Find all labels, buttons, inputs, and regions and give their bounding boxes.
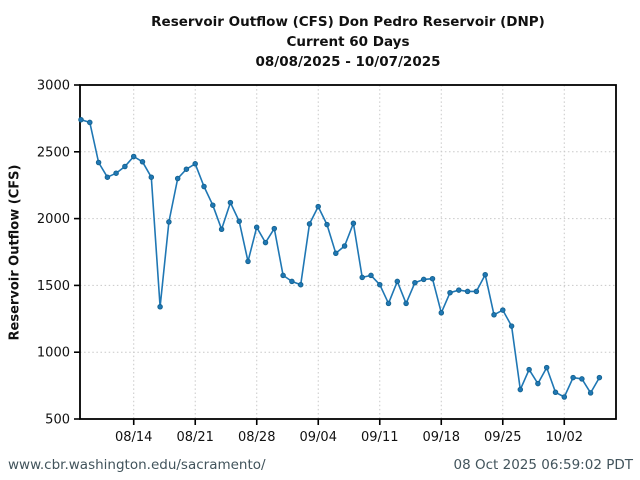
y-tick-label: 500 [45, 413, 70, 428]
data-point-marker [464, 288, 471, 295]
chart-title: Reservoir Outflow (CFS) Don Pedro Reserv… [80, 12, 616, 72]
data-point-marker [262, 239, 269, 246]
x-tick-label: 09/25 [484, 430, 521, 445]
footer-bar: www.cbr.washington.edu/sacramento/ 08 Oc… [0, 450, 640, 480]
data-point-marker [368, 272, 374, 279]
data-point-marker [113, 170, 119, 176]
data-point-marker [245, 258, 251, 265]
data-point-marker [561, 394, 568, 400]
data-point-marker [394, 278, 401, 285]
data-point-marker [385, 300, 392, 307]
data-point-marker [517, 386, 524, 393]
data-point-marker [166, 219, 172, 225]
data-point-marker [570, 374, 576, 381]
data-point-marker [174, 175, 181, 182]
data-point-marker [482, 271, 488, 278]
data-point-marker [438, 310, 445, 316]
data-point-marker [130, 153, 137, 160]
data-point-marker [412, 279, 418, 286]
data-point-marker [122, 163, 128, 170]
x-tick-label: 08/28 [238, 430, 275, 445]
data-point-marker [236, 218, 242, 225]
data-point-marker [271, 225, 278, 232]
data-point-marker [508, 323, 515, 329]
data-point-marker [341, 243, 348, 249]
data-point-marker [95, 159, 102, 166]
data-point-marker [148, 174, 155, 180]
data-point-marker [104, 174, 111, 180]
data-point-marker [306, 221, 313, 227]
chart-title-line2: Current 60 Days [286, 34, 410, 50]
x-tick-label: 08/21 [176, 430, 213, 445]
data-point-marker [587, 390, 594, 396]
data-point-marker [552, 389, 559, 396]
y-tick-label: 3000 [37, 79, 70, 94]
data-point-marker [210, 202, 216, 208]
data-point-marker [201, 183, 207, 190]
outflow-line [80, 118, 601, 398]
y-tick-label: 2000 [37, 212, 70, 227]
data-point-marker [473, 288, 480, 295]
data-point-marker [596, 374, 603, 381]
data-point-marker [192, 161, 198, 167]
data-point-marker [500, 307, 506, 313]
data-point-marker [280, 272, 286, 279]
data-point-marker [429, 275, 436, 282]
data-point-marker [420, 276, 427, 283]
data-point-marker [218, 226, 225, 233]
plot-border [79, 84, 617, 420]
data-point-marker [447, 289, 453, 296]
data-point-marker [535, 380, 541, 387]
x-tick-label: 09/04 [300, 430, 337, 445]
x-tick-label: 09/18 [423, 430, 460, 445]
chart-title-line1: Reservoir Outflow (CFS) Don Pedro Reserv… [151, 14, 545, 30]
data-point-marker [78, 116, 84, 123]
data-point-marker [456, 287, 462, 293]
plot-area [80, 85, 616, 419]
data-point-marker [87, 119, 93, 126]
data-point-marker [297, 281, 304, 288]
data-point-marker [350, 220, 357, 227]
y-tick-label: 1000 [37, 346, 70, 361]
data-point-marker [289, 278, 295, 285]
chart-title-line3: 08/08/2025 - 10/07/2025 [255, 54, 441, 70]
data-point-marker [227, 199, 234, 206]
footer-timestamp: 08 Oct 2025 06:59:02 PDT [453, 457, 633, 473]
data-point-marker [377, 281, 383, 288]
data-point-marker [315, 203, 321, 210]
chart-svg: 3000 2500 2000 1500 1000 500 08/14 08/21 08/28 09… [37, 79, 617, 445]
data-point-marker [403, 300, 409, 307]
data-point-marker [526, 366, 532, 373]
data-point-marker [324, 221, 330, 228]
y-axis-title: Reservoir Outflow (CFS) [7, 164, 23, 341]
data-point-marker [333, 250, 339, 257]
data-point-marker [543, 364, 550, 371]
data-point-marker [253, 224, 260, 231]
x-tick-label: 10/02 [546, 430, 583, 445]
data-point-marker [139, 159, 146, 165]
data-point-marker [359, 274, 365, 281]
data-point-marker [183, 166, 190, 172]
data-point-marker [157, 304, 163, 310]
data-point-marker [579, 376, 585, 382]
x-tick-label: 08/14 [115, 430, 152, 445]
x-tick-label: 09/11 [361, 430, 398, 445]
y-tick-label: 2500 [37, 145, 70, 160]
y-tick-label: 1500 [37, 279, 70, 294]
data-point-marker [491, 312, 497, 318]
footer-url: www.cbr.washington.edu/sacramento/ [8, 457, 266, 473]
